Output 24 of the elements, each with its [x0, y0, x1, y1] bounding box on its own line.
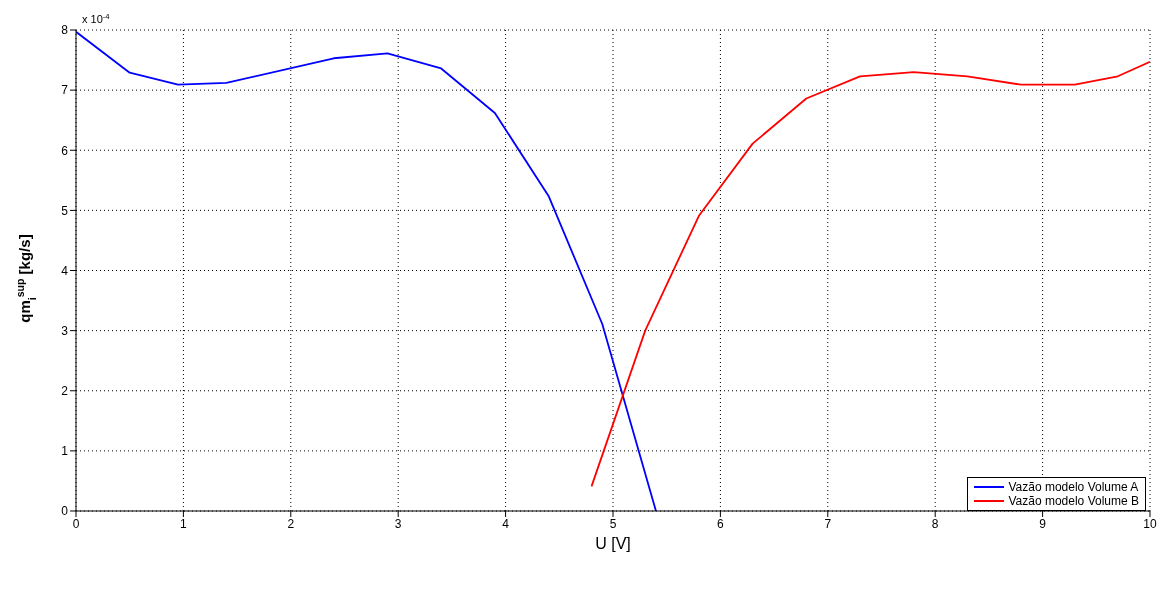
text: x 10$^{-4}$ [82, 11, 111, 25]
x-tick-label: 7 [824, 516, 832, 531]
x-tick-label: 8 [931, 516, 939, 531]
y-tick-label: 0 [61, 504, 69, 519]
x-tick-label: 2 [287, 516, 295, 531]
x-tick-label: 4 [502, 516, 510, 531]
y-tick-label: 7 [61, 83, 69, 98]
x-axis-title: U [V] [595, 535, 631, 552]
x-tick-label: 10 [1143, 516, 1157, 531]
x-tick-label: 1 [180, 516, 188, 531]
y-tick-label: 6 [61, 143, 69, 158]
y-tick-label: 2 [61, 384, 69, 399]
y-tick-label: 8 [61, 23, 69, 38]
y-tick-label: 1 [61, 444, 69, 459]
x-tick-label: 5 [609, 516, 617, 531]
x-tick-label: 9 [1039, 516, 1047, 531]
legend-label: Vazão modelo Volume A [1008, 480, 1139, 494]
x-tick-label: 3 [394, 516, 402, 531]
x-tick-label: 0 [72, 516, 80, 531]
x-tick-label: 6 [717, 516, 725, 531]
legend-label: Vazão modelo Volume B [1008, 494, 1139, 508]
y-tick-label: 5 [61, 203, 69, 218]
y-tick-label: 4 [61, 263, 69, 278]
y-tick-label: 3 [61, 323, 69, 338]
